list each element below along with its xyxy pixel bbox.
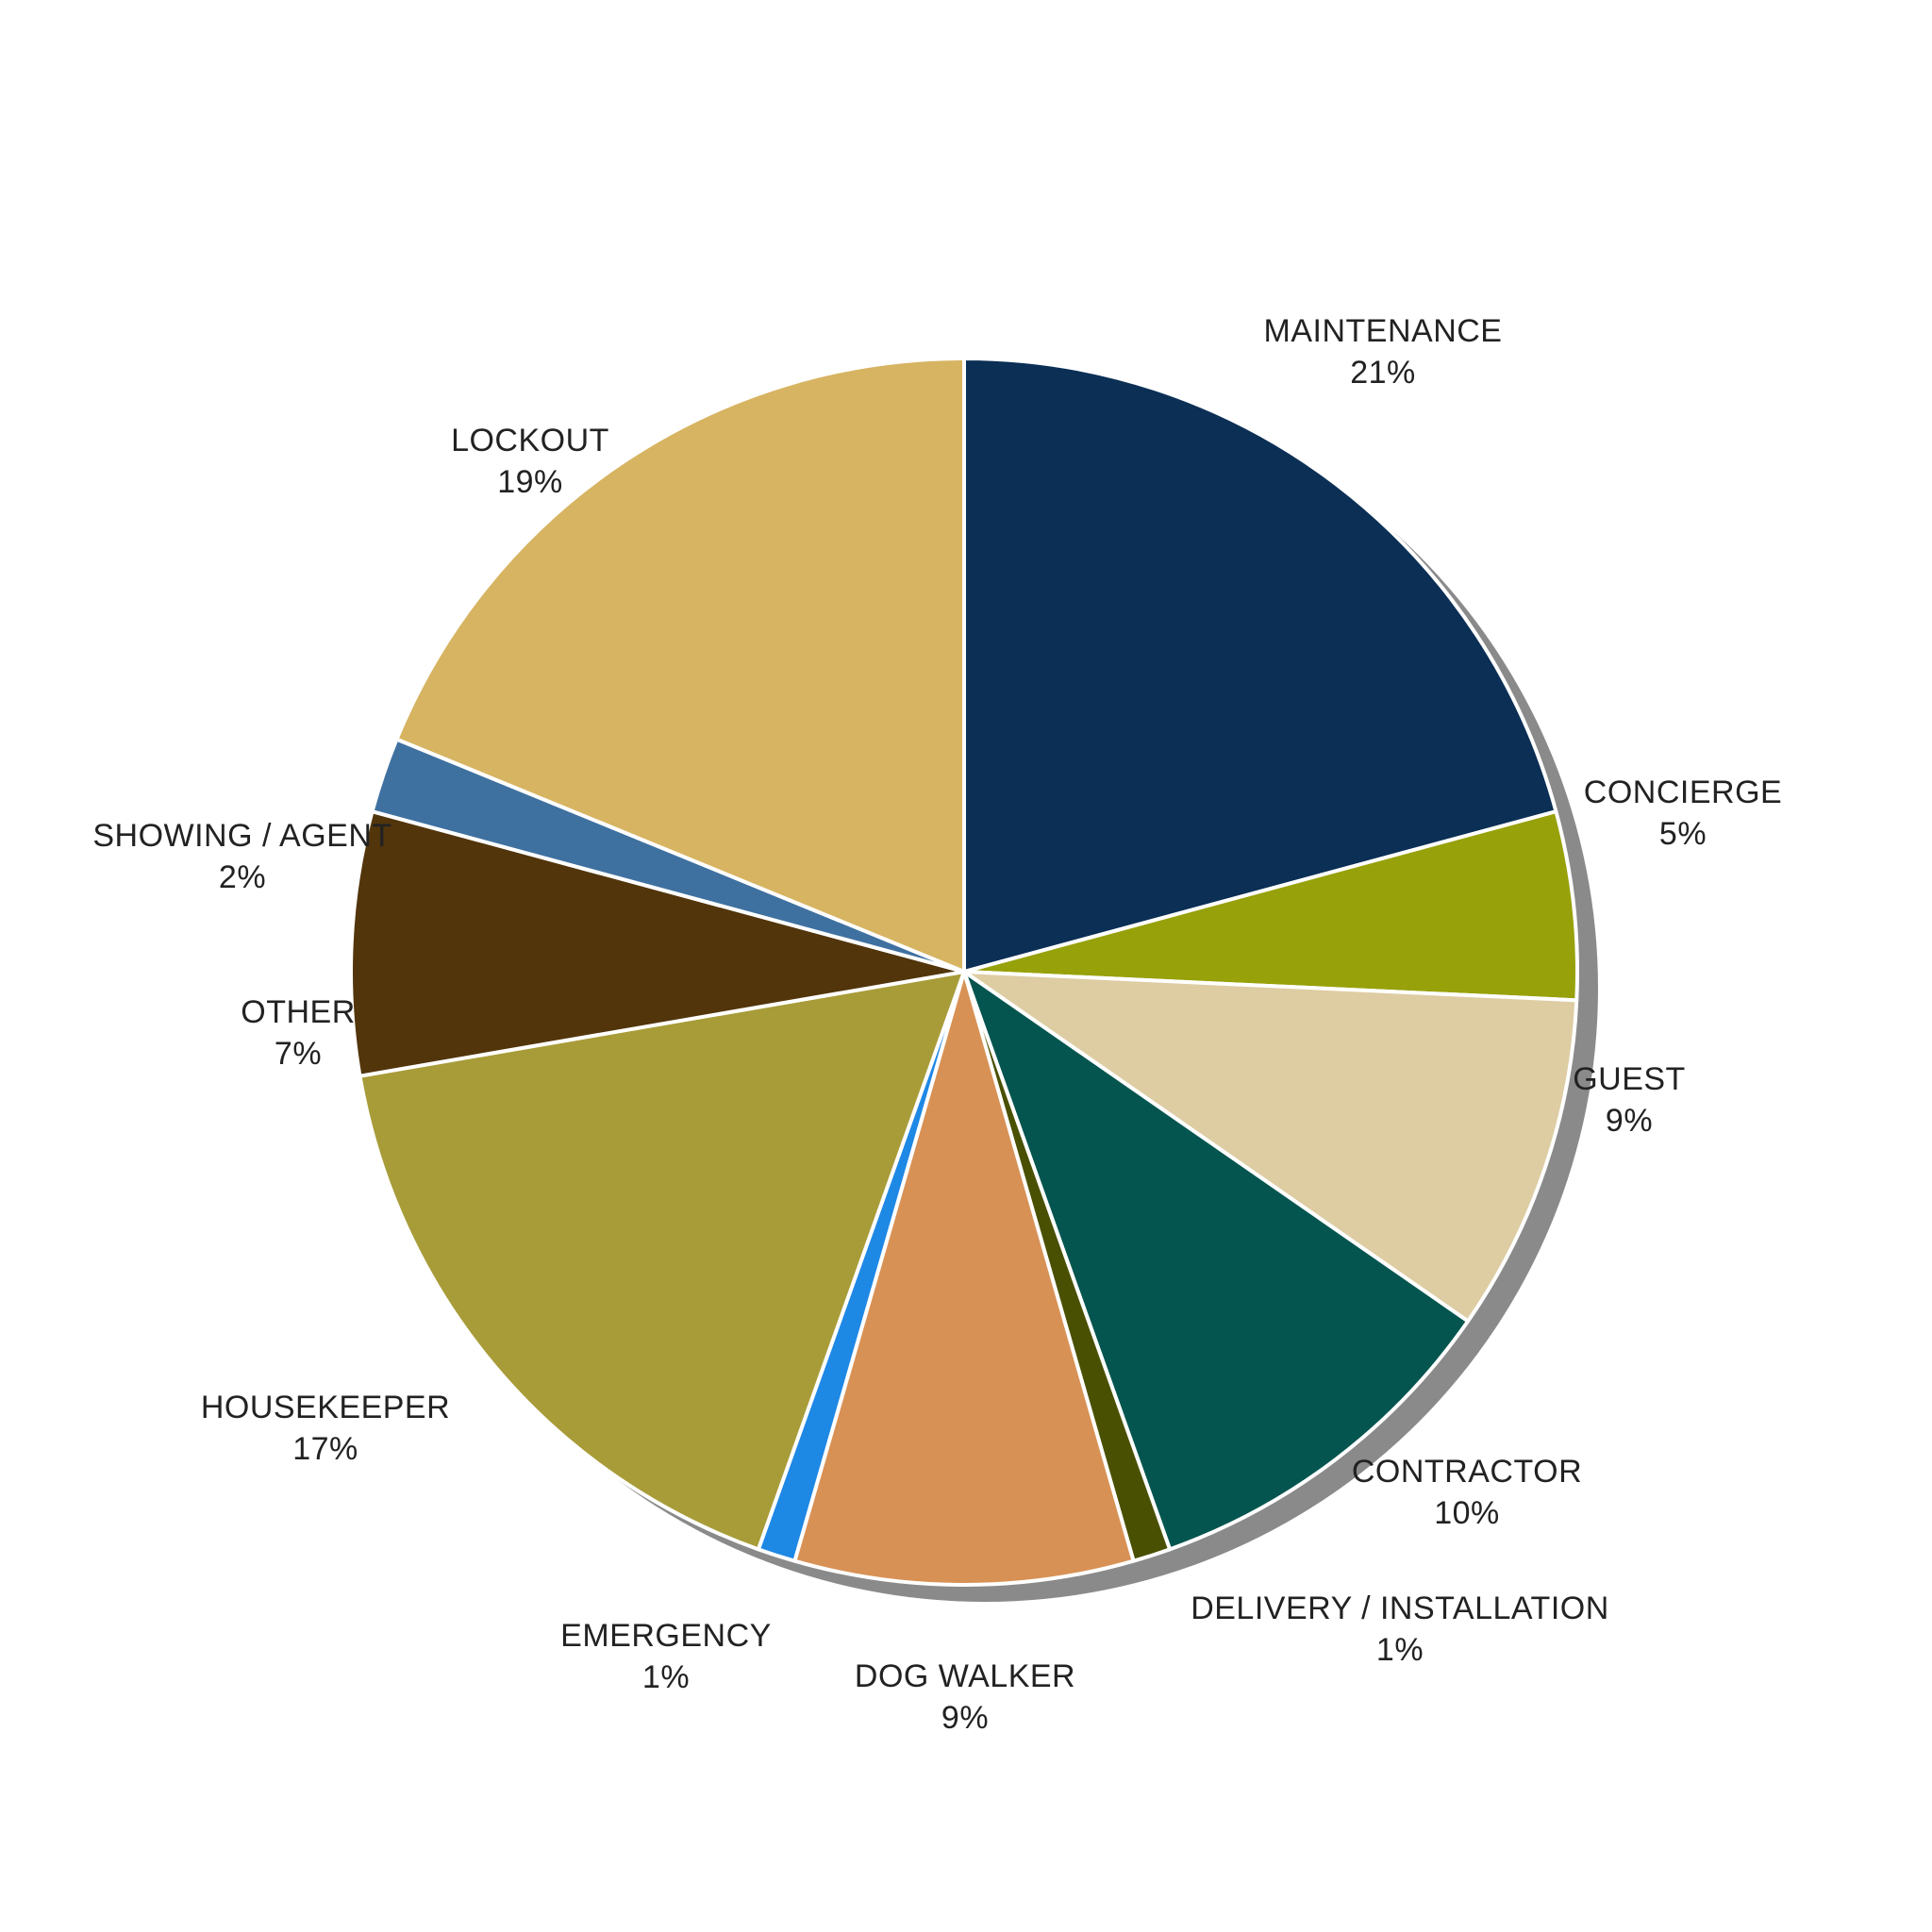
pie-slice-other <box>349 809 966 1078</box>
slice-percent-label: 21% <box>1350 355 1416 391</box>
slice-category-label: CONCIERGE <box>1584 774 1782 810</box>
slice-category-label: SHOWING / AGENT <box>92 818 391 854</box>
slice-label-contractor: CONTRACTOR 10% <box>1352 1454 1582 1531</box>
slice-label-lockout: LOCKOUT 19% <box>451 423 609 500</box>
pie-slice-guest <box>962 970 1579 1324</box>
slice-label-guest: GUEST 9% <box>1573 1061 1686 1139</box>
slice-category-label: MAINTENANCE <box>1264 313 1503 349</box>
slice-percent-label: 1% <box>1376 1632 1424 1668</box>
slice-category-label: GUEST <box>1573 1061 1686 1097</box>
slice-label-other: OTHER 7% <box>241 994 356 1072</box>
pie-slice-housekeeper <box>358 970 966 1552</box>
slice-label-housekeeper: HOUSEKEEPER 17% <box>201 1390 450 1467</box>
slice-percent-label: 1% <box>642 1659 690 1695</box>
slice-percent-label: 9% <box>941 1700 989 1736</box>
pie-labels: MAINTENANCE 21% CONCIERGE 5% GUEST 9% CONTRACT… <box>92 313 1782 1736</box>
slice-category-label: HOUSEKEEPER <box>201 1390 450 1425</box>
slice-percent-label: 17% <box>292 1431 358 1467</box>
pie-slice-contractor <box>962 970 1471 1552</box>
slice-category-label: OTHER <box>241 994 356 1030</box>
slice-category-label: LOCKOUT <box>451 423 609 458</box>
slice-percent-label: 10% <box>1434 1495 1500 1531</box>
slice-label-showing-agent: SHOWING / AGENT 2% <box>92 818 391 895</box>
slice-label-emergency: EMERGENCY 1% <box>560 1618 772 1695</box>
slice-percent-label: 5% <box>1659 816 1707 852</box>
slice-percent-label: 7% <box>275 1036 322 1072</box>
slice-category-label: DOG WALKER <box>855 1658 1075 1694</box>
pie-slice-maintenance <box>962 357 1558 974</box>
slice-percent-label: 19% <box>497 464 563 500</box>
pie-slices <box>349 357 1579 1588</box>
slice-label-maintenance: MAINTENANCE 21% <box>1264 313 1503 391</box>
pie-slice-concierge <box>962 809 1579 1003</box>
slice-category-label: DELIVERY / INSTALLATION <box>1191 1591 1609 1626</box>
slice-category-label: EMERGENCY <box>560 1618 772 1654</box>
slice-percent-label: 2% <box>219 859 266 895</box>
slice-category-label: CONTRACTOR <box>1352 1454 1582 1490</box>
slice-percent-label: 9% <box>1606 1103 1653 1139</box>
slice-label-delivery-installation: DELIVERY / INSTALLATION 1% <box>1191 1591 1609 1668</box>
pie-slice-lockout <box>394 357 966 974</box>
pie-slice-dog-walker <box>792 970 1136 1588</box>
slice-label-concierge: CONCIERGE 5% <box>1584 774 1782 852</box>
slice-label-dog-walker: DOG WALKER 9% <box>855 1658 1075 1736</box>
